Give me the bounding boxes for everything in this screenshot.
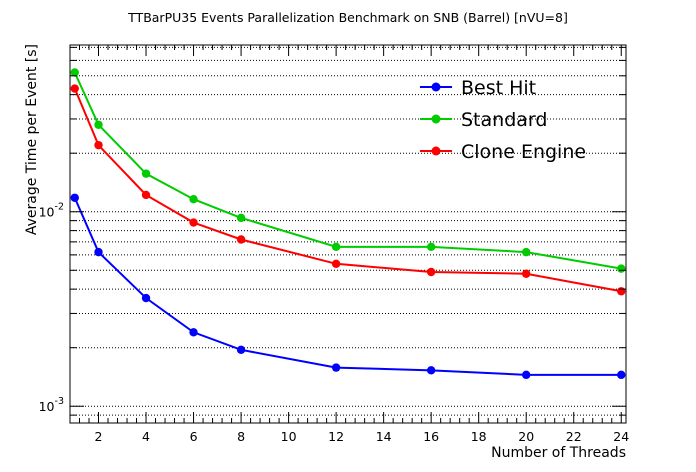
series-standard (70, 68, 626, 273)
data-point-best-hit (236, 345, 246, 355)
data-point-best-hit (94, 247, 103, 257)
data-point-standard (94, 120, 103, 129)
x-tick-label: 2 (95, 429, 103, 444)
x-tick-label: 10 (281, 429, 297, 444)
series-layer (70, 68, 626, 380)
plot-frame (69, 44, 627, 424)
data-point-clone-engine (189, 218, 198, 227)
data-point-standard (236, 213, 246, 223)
y-tick-label-exponent: -2 (55, 202, 64, 213)
series-best-hit (70, 193, 626, 380)
data-point-standard (70, 68, 79, 77)
x-tick-label: 4 (142, 429, 150, 444)
data-point-clone-engine (70, 84, 79, 93)
y-tick-label: 10-3 (39, 396, 64, 414)
x-tick-label: 8 (237, 429, 245, 444)
data-point-standard (141, 169, 151, 178)
data-point-standard (617, 264, 626, 273)
legend: Best Hit Standard Clone Engine (420, 77, 586, 163)
x-tick-label: 16 (423, 429, 439, 444)
legend-swatch-marker (431, 82, 441, 92)
data-point-clone-engine (141, 190, 151, 200)
y-tick-label-base: 10 (39, 205, 55, 220)
data-point-standard (426, 242, 436, 252)
data-point-clone-engine (522, 269, 531, 278)
data-point-best-hit (70, 193, 79, 202)
data-point-clone-engine (236, 235, 246, 244)
data-point-clone-engine (617, 287, 626, 296)
y-axis-label: Average Time per Event [s] (24, 44, 40, 235)
x-axis-label: Number of Threads (491, 445, 626, 461)
data-point-clone-engine (426, 267, 436, 277)
x-tick-label: 14 (376, 429, 392, 444)
x-tick-label: 20 (518, 429, 534, 444)
data-point-clone-engine (331, 259, 341, 268)
grid-layer (70, 46, 626, 416)
legend-swatch-marker (431, 146, 441, 156)
legend-entry-best-hit: Best Hit (420, 77, 536, 99)
y-tick-label: 10-2 (39, 202, 64, 220)
legend-label: Clone Engine (461, 141, 586, 163)
series-line-standard (73, 72, 622, 270)
legend-swatch-marker (431, 114, 441, 124)
series-line-best-hit (73, 197, 622, 376)
data-point-best-hit (426, 366, 436, 375)
x-tick-label: 22 (566, 429, 582, 444)
x-tick-label: 18 (471, 429, 487, 444)
chart-title: TTBarPU35 Events Parallelization Benchma… (127, 10, 568, 25)
data-point-best-hit (617, 370, 626, 380)
data-point-standard (189, 195, 198, 204)
axis-layer: 10-310-22 4 6 8 10 12 14 16 18 20 22 24 (39, 45, 629, 444)
data-point-best-hit (141, 293, 151, 303)
x-tick-label: 24 (613, 429, 629, 444)
data-point-best-hit (522, 370, 531, 380)
legend-label: Standard (461, 109, 547, 131)
legend-entry-clone-engine: Clone Engine (420, 141, 586, 163)
y-tick-label-exponent: -3 (55, 396, 64, 407)
legend-entry-standard: Standard (420, 109, 547, 131)
x-tick-label: 6 (190, 429, 198, 444)
legend-label: Best Hit (461, 77, 536, 99)
data-point-best-hit (331, 363, 341, 372)
data-point-best-hit (189, 328, 198, 337)
data-point-standard (331, 242, 341, 252)
y-tick-label-base: 10 (39, 399, 55, 414)
data-point-standard (522, 247, 531, 257)
data-point-clone-engine (94, 140, 103, 150)
x-tick-label: 12 (328, 429, 344, 444)
